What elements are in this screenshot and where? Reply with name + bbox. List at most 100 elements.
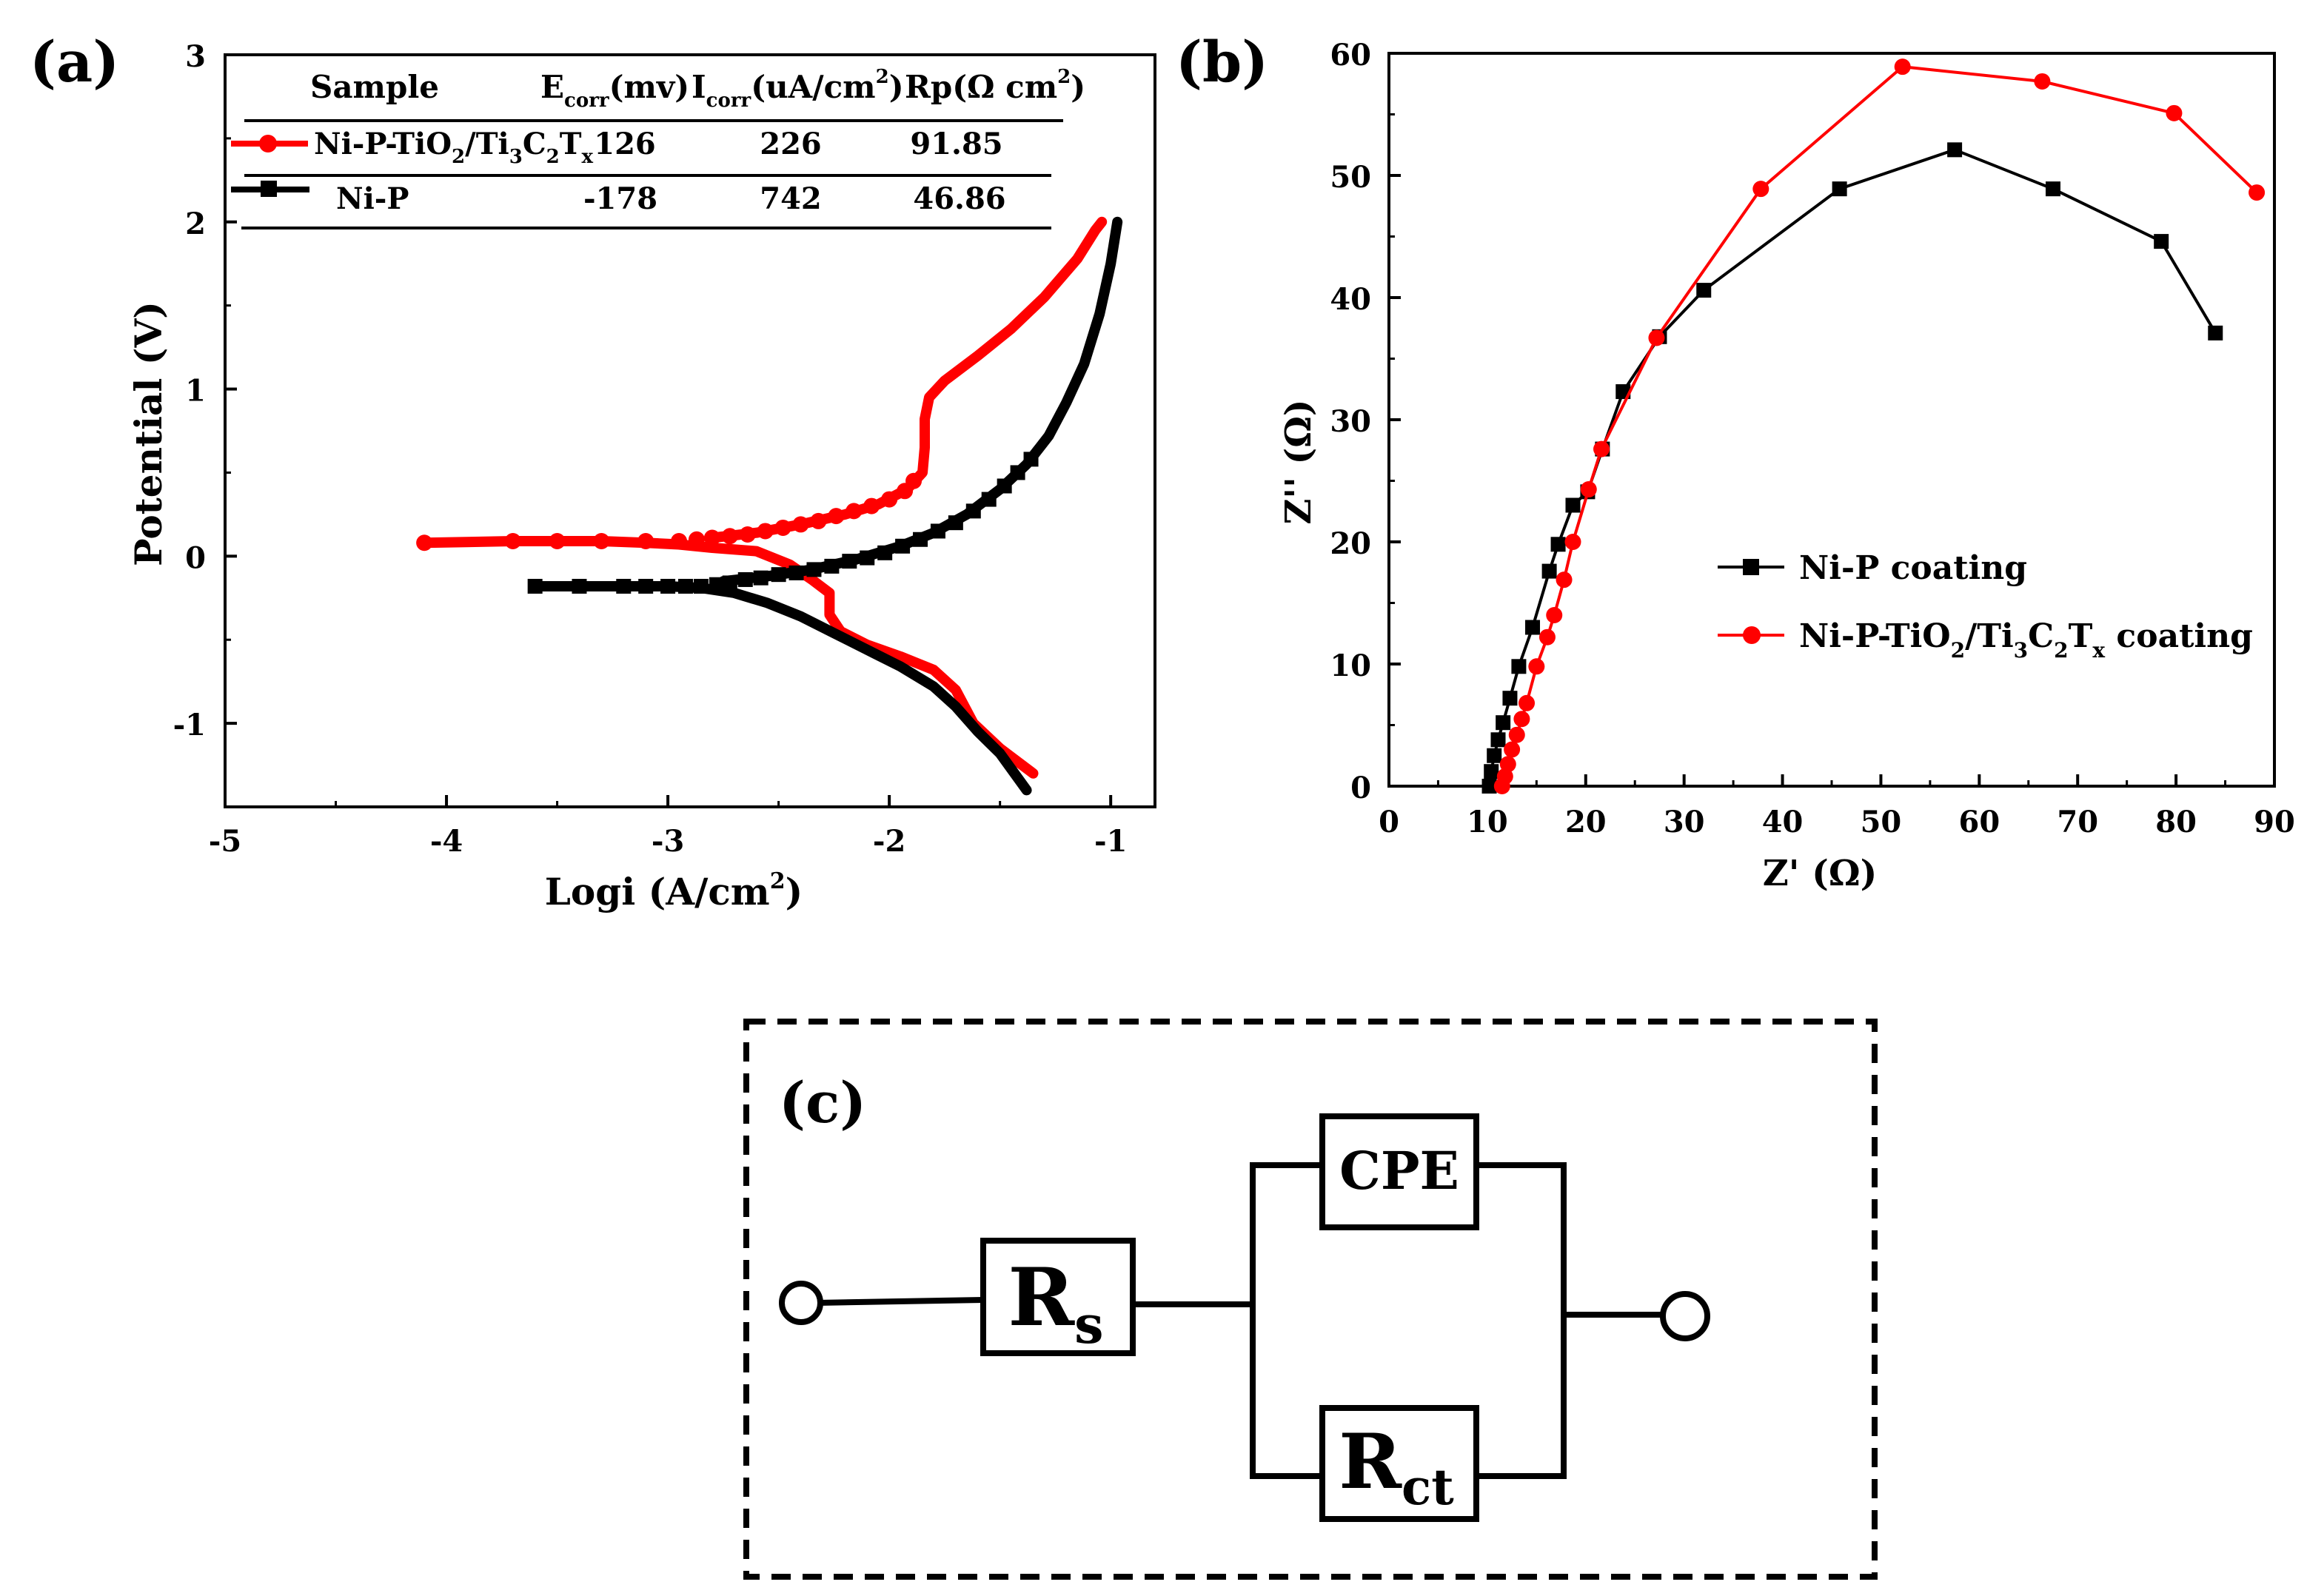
y-tick-label: -1 — [173, 708, 206, 742]
x-tick-label: 90 — [2254, 805, 2295, 839]
data-point — [593, 533, 610, 550]
table-row-2-sample: Ni-P — [336, 181, 409, 216]
data-point — [806, 562, 822, 577]
data-point — [1484, 764, 1499, 779]
data-point — [810, 512, 827, 529]
data-point — [997, 478, 1012, 494]
y-tick-label: 2 — [185, 207, 206, 241]
data-point — [930, 523, 945, 539]
circuit-input-terminal-icon — [779, 1281, 823, 1325]
resistor-rct-box — [1319, 1405, 1479, 1522]
panel-a-ticks: -5 -4 -3 -2 -1 -1 0 1 2 3 — [173, 39, 1128, 859]
data-point — [1481, 779, 1497, 794]
series-line — [419, 216, 1108, 779]
data-point — [638, 578, 654, 594]
y-tick-label: 20 — [1330, 526, 1371, 561]
table-header-sample: Sample — [310, 69, 439, 105]
data-point — [771, 567, 786, 583]
panel-a-label: (a) — [30, 29, 119, 95]
resistor-rct-label: Rct — [1339, 1418, 1454, 1516]
data-point — [1519, 694, 1536, 711]
table-row-2-ecorr: -178 — [583, 181, 657, 216]
y-tick-label: 50 — [1330, 160, 1371, 195]
x-tick-label: -4 — [430, 824, 463, 859]
table-row-1-legend-marker — [259, 135, 277, 152]
panel-a-x-axis-title: Logi (A/cm2) — [545, 868, 803, 913]
data-point — [2208, 325, 2223, 341]
panel-a-y-axis-title: Potential (V) — [127, 301, 170, 566]
data-point — [1696, 283, 1712, 298]
data-point — [2034, 73, 2051, 90]
panel-b-series — [1481, 58, 2266, 794]
x-tick-label: 80 — [2155, 805, 2197, 839]
data-point — [1499, 756, 1516, 773]
data-point — [671, 533, 688, 550]
table-row-2-rp: 46.86 — [913, 181, 1005, 216]
x-tick-label: 70 — [2057, 805, 2098, 839]
y-tick-label: 0 — [1350, 771, 1371, 805]
y-tick-label: 40 — [1330, 282, 1371, 317]
data-point — [709, 577, 724, 592]
data-point — [860, 550, 875, 566]
data-point — [737, 571, 753, 587]
table-header-rp: Rp(Ω cm2) — [905, 66, 1085, 105]
data-point — [2154, 234, 2169, 249]
y-tick-label: 60 — [1330, 38, 1371, 73]
data-point — [828, 508, 845, 525]
table-header-ecorr: Ecorr(mv) — [540, 69, 689, 112]
y-tick-label: 1 — [185, 374, 206, 409]
x-tick-label: -3 — [652, 824, 684, 859]
data-point — [688, 531, 705, 548]
data-point — [1648, 329, 1665, 346]
y-tick-label: 10 — [1330, 648, 1371, 683]
data-point — [2249, 184, 2266, 201]
data-point — [1541, 563, 1557, 579]
data-point — [1511, 659, 1527, 674]
panel-a-series — [416, 216, 1123, 796]
data-point — [913, 532, 928, 547]
x-tick-label: 60 — [1958, 805, 2000, 839]
panel-b-label: (b) — [1176, 29, 1268, 95]
data-point — [1508, 726, 1525, 743]
table-row-2-legend-marker — [261, 181, 277, 197]
cpe-box — [1319, 1113, 1479, 1230]
x-tick-label: -5 — [209, 824, 241, 859]
table-row-1-rp: 91.85 — [910, 127, 1002, 161]
data-point — [774, 519, 791, 536]
data-point — [1528, 658, 1545, 675]
panel-a-table: Sample Ecorr(mv) Icorr(uA/cm2) Rp(Ω cm2)… — [231, 66, 1085, 229]
table-row-1-ecorr: 126 — [594, 127, 656, 161]
data-point — [721, 528, 738, 545]
y-tick-label: 3 — [185, 39, 206, 74]
data-point — [504, 533, 521, 550]
data-point — [1564, 534, 1581, 550]
data-point — [722, 575, 737, 591]
data-point — [965, 503, 981, 519]
data-point — [1538, 628, 1556, 646]
x-tick-label: 30 — [1664, 805, 1705, 839]
data-point — [1947, 142, 1963, 158]
x-tick-label: 10 — [1467, 805, 1508, 839]
panel-b-plot-frame — [1387, 52, 2276, 788]
data-point — [616, 578, 632, 594]
x-tick-label: 20 — [1565, 805, 1607, 839]
data-point — [1023, 452, 1039, 467]
data-point — [1550, 537, 1566, 552]
data-point — [549, 533, 566, 550]
panel-b-legend: Ni-P coating Ni-P-TiO2/Ti3C2Tx coating — [1718, 549, 2253, 663]
data-point — [1496, 715, 1511, 731]
data-point — [981, 492, 997, 507]
data-point — [660, 578, 676, 594]
panel-b-y-axis-title: Z'' (Ω) — [1278, 399, 1319, 524]
data-point — [846, 503, 863, 520]
data-point — [842, 554, 857, 569]
data-point — [1487, 748, 1502, 763]
data-point — [572, 578, 587, 594]
circuit-wires — [817, 1162, 1663, 1479]
x-tick-label: -1 — [1094, 824, 1127, 859]
y-tick-label: 0 — [185, 540, 206, 575]
data-point — [824, 558, 840, 574]
panel-b: (b) 0 10 20 30 40 50 60 70 80 90 0 10 20 30 40 50 60 Z' … — [1176, 29, 2295, 894]
data-point — [1504, 741, 1521, 758]
panel-b-x-axis-title: Z' (Ω) — [1763, 853, 1878, 894]
